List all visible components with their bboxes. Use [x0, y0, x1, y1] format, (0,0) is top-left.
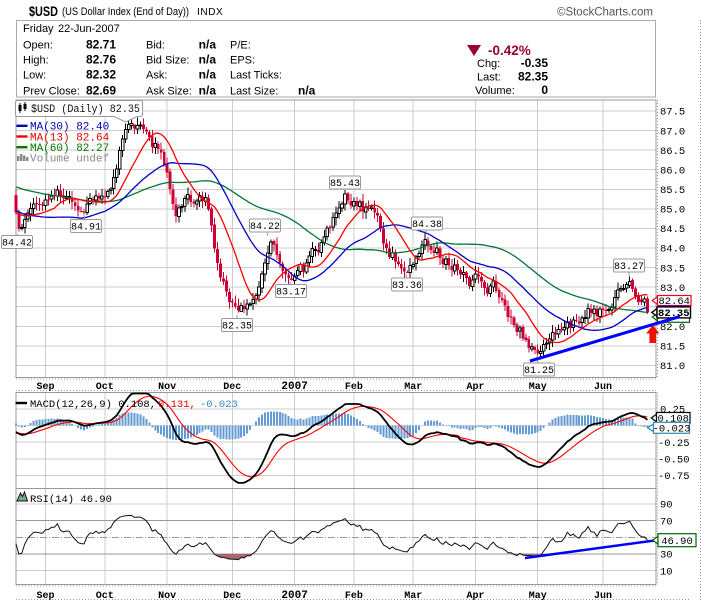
svg-text:84.0: 84.0: [660, 244, 685, 256]
svg-text:-0.50: -0.50: [658, 455, 690, 467]
svg-text:86.5: 86.5: [660, 146, 685, 158]
svg-text:86.0: 86.0: [660, 165, 685, 177]
svg-text:82.35: 82.35: [222, 322, 252, 333]
svg-text:©StockCharts.com: ©StockCharts.com: [557, 7, 653, 19]
svg-text:Apr: Apr: [466, 382, 484, 393]
svg-text:87.5: 87.5: [660, 107, 685, 119]
svg-text:83.17: 83.17: [276, 288, 306, 299]
svg-text:May: May: [529, 591, 547, 602]
svg-text:82.64: 82.64: [658, 296, 690, 308]
svg-text:82.71: 82.71: [86, 38, 116, 52]
svg-text:10: 10: [660, 566, 673, 578]
svg-text:30: 30: [660, 550, 673, 562]
svg-text:n/a: n/a: [199, 38, 217, 52]
svg-text:2007: 2007: [281, 590, 307, 602]
svg-text:Nov: Nov: [158, 591, 176, 602]
svg-text:82.0: 82.0: [660, 322, 685, 334]
svg-text:Volume:: Volume:: [475, 85, 515, 97]
svg-text:84.38: 84.38: [412, 220, 442, 231]
svg-text:Volume undef: Volume undef: [30, 154, 109, 166]
svg-text:Feb: Feb: [345, 381, 363, 393]
svg-text:Low:: Low:: [23, 70, 46, 82]
svg-text:Mar: Mar: [404, 591, 422, 602]
svg-text:Jun: Jun: [594, 591, 612, 602]
svg-text:2007: 2007: [281, 381, 307, 393]
svg-text:82.35: 82.35: [518, 70, 548, 84]
svg-text:MA(30) 82.40: MA(30) 82.40: [30, 122, 109, 134]
svg-text:90: 90: [660, 500, 673, 512]
svg-text:Open:: Open:: [23, 40, 53, 52]
svg-text:EPS:: EPS:: [230, 55, 255, 67]
svg-text:Bid Size:: Bid Size:: [146, 55, 189, 67]
svg-text:83.5: 83.5: [660, 263, 685, 275]
svg-text:83.0: 83.0: [660, 283, 685, 295]
svg-text:Chg:: Chg:: [477, 58, 500, 70]
svg-text:Oct: Oct: [96, 591, 114, 602]
svg-text:Friday: Friday: [23, 23, 54, 35]
svg-text:81.25: 81.25: [524, 366, 554, 377]
svg-text:May: May: [529, 382, 547, 393]
svg-text:84.42: 84.42: [2, 239, 32, 250]
svg-text:84.22: 84.22: [250, 222, 280, 233]
svg-text:n/a: n/a: [199, 84, 217, 98]
svg-text:84.5: 84.5: [660, 224, 685, 236]
svg-text:n/a: n/a: [298, 84, 316, 98]
svg-text:0: 0: [541, 83, 548, 97]
svg-text:Oct: Oct: [96, 382, 114, 393]
svg-text:Dec: Dec: [223, 591, 241, 602]
svg-text:n/a: n/a: [199, 68, 217, 82]
svg-text:81.0: 81.0: [660, 361, 685, 373]
svg-text:-0.25: -0.25: [658, 438, 690, 450]
svg-text:22-Jun-2007: 22-Jun-2007: [58, 23, 120, 35]
svg-text:-0.75: -0.75: [658, 471, 690, 483]
svg-text:Ask Size:: Ask Size:: [146, 86, 192, 98]
svg-text:INDX: INDX: [197, 7, 223, 18]
svg-text:85.0: 85.0: [660, 205, 685, 217]
svg-text:82.69: 82.69: [86, 84, 116, 98]
svg-text:Last Ticks:: Last Ticks:: [230, 70, 282, 82]
svg-text:Prev Close:: Prev Close:: [23, 86, 80, 98]
svg-text:Last Size:: Last Size:: [230, 86, 278, 98]
svg-text:Ask:: Ask:: [146, 70, 167, 82]
svg-text:-0.023: -0.023: [653, 423, 691, 435]
svg-text:-0.42%: -0.42%: [488, 43, 531, 58]
svg-text:Feb: Feb: [345, 590, 363, 602]
svg-text:-0.35: -0.35: [521, 56, 549, 70]
svg-text:RSI(14) 46.90: RSI(14) 46.90: [30, 494, 112, 506]
svg-text:$USD (Daily) 82.35: $USD (Daily) 82.35: [31, 104, 140, 116]
svg-text:83.36: 83.36: [392, 281, 422, 292]
svg-text:70: 70: [660, 516, 673, 528]
svg-text:Jun: Jun: [594, 382, 612, 393]
svg-text:Bid:: Bid:: [146, 40, 165, 52]
svg-text:85.5: 85.5: [660, 185, 685, 197]
svg-text:n/a: n/a: [199, 53, 217, 67]
svg-text:Nov: Nov: [158, 382, 176, 393]
svg-text:82.35: 82.35: [658, 308, 690, 320]
svg-text:P/E:: P/E:: [230, 40, 251, 52]
svg-text:MA(13) 82.64: MA(13) 82.64: [30, 132, 110, 144]
svg-text:(US Dollar Index (End of Day)): (US Dollar Index (End of Day)): [62, 6, 189, 18]
svg-text:Last:: Last:: [477, 72, 501, 84]
svg-text:$USD: $USD: [29, 3, 58, 19]
svg-text:83.27: 83.27: [614, 262, 644, 273]
svg-text:Sep: Sep: [36, 591, 54, 602]
svg-text:0.131,: 0.131,: [158, 399, 196, 411]
svg-text:Apr: Apr: [466, 591, 484, 602]
svg-text:Sep: Sep: [36, 382, 54, 393]
svg-text:87.0: 87.0: [660, 126, 685, 138]
svg-text:81.5: 81.5: [660, 342, 685, 354]
svg-text:82.76: 82.76: [86, 53, 116, 67]
svg-text:-0.023: -0.023: [200, 399, 238, 411]
svg-text:85.43: 85.43: [330, 179, 360, 190]
svg-text:84.91: 84.91: [71, 223, 101, 234]
svg-text:High:: High:: [23, 55, 49, 67]
svg-text:Dec: Dec: [223, 382, 241, 393]
svg-text:46.90: 46.90: [661, 536, 693, 548]
svg-text:MA(60) 82.27: MA(60) 82.27: [30, 143, 109, 155]
svg-text:MACD(12,26,9) 0.108,: MACD(12,26,9) 0.108,: [30, 399, 156, 411]
svg-text:Mar: Mar: [404, 382, 422, 393]
svg-text:82.32: 82.32: [86, 68, 116, 82]
